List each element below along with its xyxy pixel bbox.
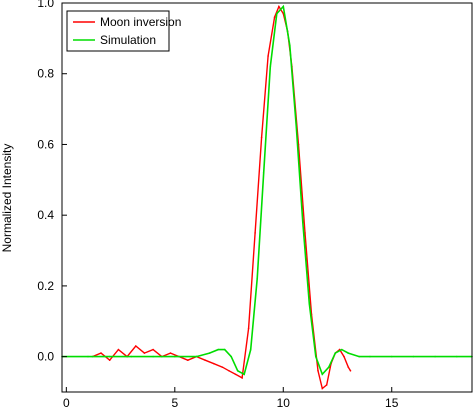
data-point-simulation xyxy=(315,355,317,358)
data-point-simulation xyxy=(328,366,330,369)
data-point-moon-inversion xyxy=(247,327,250,330)
data-point-moon-inversion xyxy=(347,366,350,369)
data-point-simulation xyxy=(243,373,245,376)
series-simulation xyxy=(61,4,473,376)
data-point-simulation xyxy=(282,5,285,8)
data-point-simulation xyxy=(334,352,337,354)
data-point-simulation xyxy=(358,355,361,358)
y-tick-label: 0.8 xyxy=(37,67,54,81)
data-point-moon-inversion xyxy=(228,370,230,372)
y-tick-label: 1.0 xyxy=(37,0,54,10)
data-point-simulation xyxy=(249,348,252,351)
data-point-moon-inversion xyxy=(241,377,243,379)
data-point-simulation xyxy=(308,302,311,305)
data-point-moon-inversion xyxy=(349,370,352,372)
data-point-simulation xyxy=(217,348,219,351)
series-line-moon-inversion xyxy=(92,4,352,390)
data-point-moon-inversion xyxy=(152,348,154,351)
y-tick-label: 0.4 xyxy=(37,208,54,222)
data-point-moon-inversion xyxy=(317,370,319,372)
data-point-moon-inversion xyxy=(304,232,306,234)
y-tick-label: 0.6 xyxy=(37,137,54,151)
x-tick-label: 5 xyxy=(171,396,178,410)
data-point-moon-inversion xyxy=(143,352,146,354)
data-point-moon-inversion xyxy=(278,5,280,8)
data-point-moon-inversion xyxy=(213,362,215,365)
plot-area xyxy=(61,4,473,390)
data-point-simulation xyxy=(289,44,291,47)
data-point-simulation xyxy=(108,355,111,358)
data-point-moon-inversion xyxy=(234,373,237,376)
data-point-moon-inversion xyxy=(260,136,263,139)
data-point-simulation xyxy=(174,355,176,358)
data-point-simulation xyxy=(369,355,371,358)
legend-label-simulation: Simulation xyxy=(100,33,156,47)
data-point-simulation xyxy=(195,355,198,358)
data-point-simulation xyxy=(412,355,415,358)
data-point-simulation xyxy=(295,126,298,128)
series-line-simulation xyxy=(62,4,472,376)
data-point-moon-inversion xyxy=(254,232,256,234)
y-tick-label: 0.2 xyxy=(37,279,54,293)
data-point-moon-inversion xyxy=(117,348,120,351)
data-point-moon-inversion xyxy=(273,16,276,18)
data-point-simulation xyxy=(456,355,458,358)
data-point-moon-inversion xyxy=(187,359,189,362)
data-point-simulation xyxy=(269,65,272,68)
data-point-simulation xyxy=(230,355,232,358)
data-point-moon-inversion xyxy=(221,366,224,369)
plot-frame xyxy=(61,2,473,393)
data-point-simulation xyxy=(223,348,226,351)
data-point-moon-inversion xyxy=(100,352,102,354)
data-point-simulation xyxy=(276,12,278,15)
data-point-moon-inversion xyxy=(321,387,324,390)
data-point-simulation xyxy=(302,221,304,224)
data-point-simulation xyxy=(87,355,89,358)
data-point-simulation xyxy=(236,370,239,372)
legend-label-moon-inversion: Moon inversion xyxy=(100,15,181,29)
data-point-moon-inversion xyxy=(169,352,172,354)
data-point-simulation xyxy=(390,355,393,358)
data-point-simulation xyxy=(434,355,436,358)
y-tick-label: 0.0 xyxy=(37,350,54,364)
x-tick-label: 0 xyxy=(63,396,70,410)
data-point-moon-inversion xyxy=(204,359,206,362)
data-point-moon-inversion xyxy=(343,355,345,358)
data-point-moon-inversion xyxy=(325,384,328,386)
data-point-moon-inversion xyxy=(135,345,137,347)
legend: Moon inversion Simulation xyxy=(66,10,181,52)
data-point-simulation xyxy=(341,348,343,351)
data-point-simulation xyxy=(262,171,265,174)
x-tick-label: 15 xyxy=(385,396,399,410)
data-point-simulation xyxy=(347,352,350,354)
data-point-moon-inversion xyxy=(108,359,111,362)
data-point-simulation xyxy=(321,373,324,376)
data-point-simulation xyxy=(208,352,211,354)
data-point-moon-inversion xyxy=(267,55,269,57)
y-axis-title: Normalized Intensity xyxy=(0,144,14,253)
legend-box xyxy=(66,10,170,52)
x-tick-label: 10 xyxy=(277,396,291,410)
data-point-simulation xyxy=(152,355,154,358)
data-point-simulation xyxy=(256,278,259,280)
axes: 0 5 10 15 0.0 0.2 0.4 0.6 0.8 1.0 xyxy=(37,0,473,410)
data-point-simulation xyxy=(130,355,133,358)
